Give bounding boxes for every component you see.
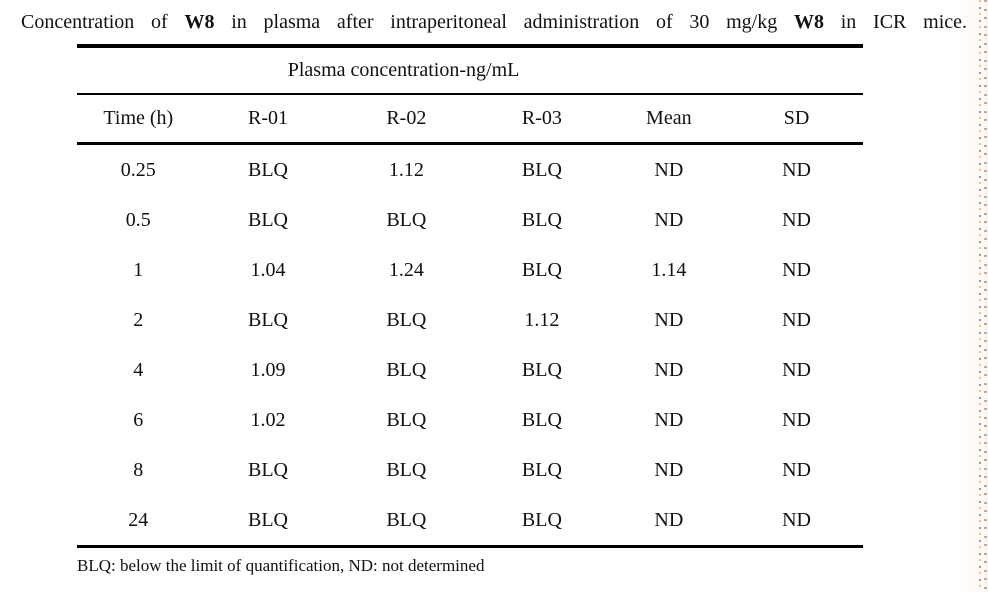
value-cell: BLQ	[386, 408, 427, 431]
value-cell: ND	[782, 408, 811, 431]
time-cell: 0.5	[125, 208, 151, 231]
table-row: 0.5 BLQ BLQ BLQ ND ND	[77, 195, 863, 245]
column-header: R-03	[476, 94, 608, 145]
plasma-concentration-table: Plasma concentration-ng/mL Time (h) R-01 R…	[77, 44, 863, 548]
value-cell: 1.02	[250, 408, 286, 431]
column-header: R-02	[336, 94, 477, 145]
value-cell: BLQ	[247, 308, 288, 331]
group-header-spacer	[607, 46, 863, 95]
value-cell: ND	[782, 158, 811, 181]
time-cell: 1	[133, 258, 144, 281]
value-cell: BLQ	[521, 408, 562, 431]
group-header-row: Plasma concentration-ng/mL	[77, 46, 863, 95]
value-cell: 1.12	[388, 158, 424, 181]
value-cell: BLQ	[386, 308, 427, 331]
table-row: 8 BLQ BLQ BLQ ND ND	[77, 445, 863, 495]
value-cell: BLQ	[386, 358, 427, 381]
caption-text: Concentration of	[21, 11, 185, 33]
value-cell: BLQ	[247, 208, 288, 231]
column-header: Time (h)	[77, 94, 200, 145]
page-edge-tint	[962, 0, 988, 592]
caption-text: in ICR mice.	[823, 11, 967, 33]
column-header: R-01	[199, 94, 337, 145]
table-row: 0.25 BLQ 1.12 BLQ ND ND	[77, 144, 863, 196]
value-cell: ND	[654, 208, 684, 231]
page-edge-specks	[984, 0, 987, 592]
value-cell: ND	[782, 208, 811, 231]
time-cell: 4	[133, 358, 144, 381]
time-cell: 8	[133, 458, 144, 481]
value-cell: ND	[654, 408, 684, 431]
value-cell: 1.14	[651, 258, 687, 281]
value-cell: ND	[654, 308, 684, 331]
table-row: 2 BLQ BLQ 1.12 ND ND	[77, 295, 863, 345]
table-row: 24 BLQ BLQ BLQ ND ND	[77, 495, 863, 548]
caption-compound-name: W8	[793, 11, 824, 33]
table-row: 1 1.04 1.24 BLQ 1.14 ND	[77, 245, 863, 295]
value-cell: BLQ	[247, 458, 288, 481]
value-cell: BLQ	[521, 458, 562, 481]
value-cell: BLQ	[521, 358, 562, 381]
time-cell: 0.25	[120, 158, 156, 181]
time-cell: 2	[133, 308, 144, 331]
value-cell: ND	[782, 258, 811, 281]
value-cell: ND	[782, 458, 811, 481]
value-cell: ND	[654, 458, 684, 481]
group-header-cell: Plasma concentration-ng/mL	[199, 46, 608, 95]
value-cell: BLQ	[521, 158, 562, 181]
value-cell: ND	[607, 495, 731, 548]
value-cell: BLQ	[521, 258, 562, 281]
value-cell: BLQ	[521, 208, 562, 231]
table-caption: Concentration of W8 in plasma after intr…	[0, 0, 988, 44]
value-cell: ND	[654, 358, 684, 381]
table-body: 0.25 BLQ 1.12 BLQ ND ND 0.5 BLQ BLQ BLQ ND ND 1 1.04 1…	[77, 144, 863, 548]
value-cell: BLQ	[476, 495, 608, 548]
value-cell: ND	[782, 308, 811, 331]
value-cell: 1.24	[388, 258, 424, 281]
value-cell: BLQ	[386, 208, 427, 231]
value-cell: ND	[782, 358, 811, 381]
column-header-row: Time (h) R-01 R-02 R-03 Mean SD	[77, 94, 863, 145]
table-row: 6 1.02 BLQ BLQ ND ND	[77, 395, 863, 445]
caption-compound-name: W8	[184, 11, 215, 33]
page-edge-dotted-line	[979, 0, 981, 592]
column-header: Mean	[607, 94, 731, 145]
table-row: 4 1.09 BLQ BLQ ND ND	[77, 345, 863, 395]
value-cell: ND	[654, 158, 684, 181]
value-cell: BLQ	[199, 495, 337, 548]
caption-text: in plasma after intraperitoneal administ…	[214, 11, 794, 33]
group-header-spacer	[77, 46, 200, 95]
value-cell: BLQ	[386, 458, 427, 481]
value-cell: 1.12	[524, 308, 560, 331]
value-cell: 1.09	[250, 358, 286, 381]
value-cell: BLQ	[247, 158, 288, 181]
table-footnote: BLQ: below the limit of quantification, …	[77, 556, 485, 575]
time-cell: 6	[133, 408, 144, 431]
value-cell: 1.04	[250, 258, 286, 281]
value-cell: BLQ	[336, 495, 477, 548]
value-cell: ND	[730, 495, 863, 548]
time-cell: 24	[77, 495, 200, 548]
column-header: SD	[730, 94, 863, 145]
